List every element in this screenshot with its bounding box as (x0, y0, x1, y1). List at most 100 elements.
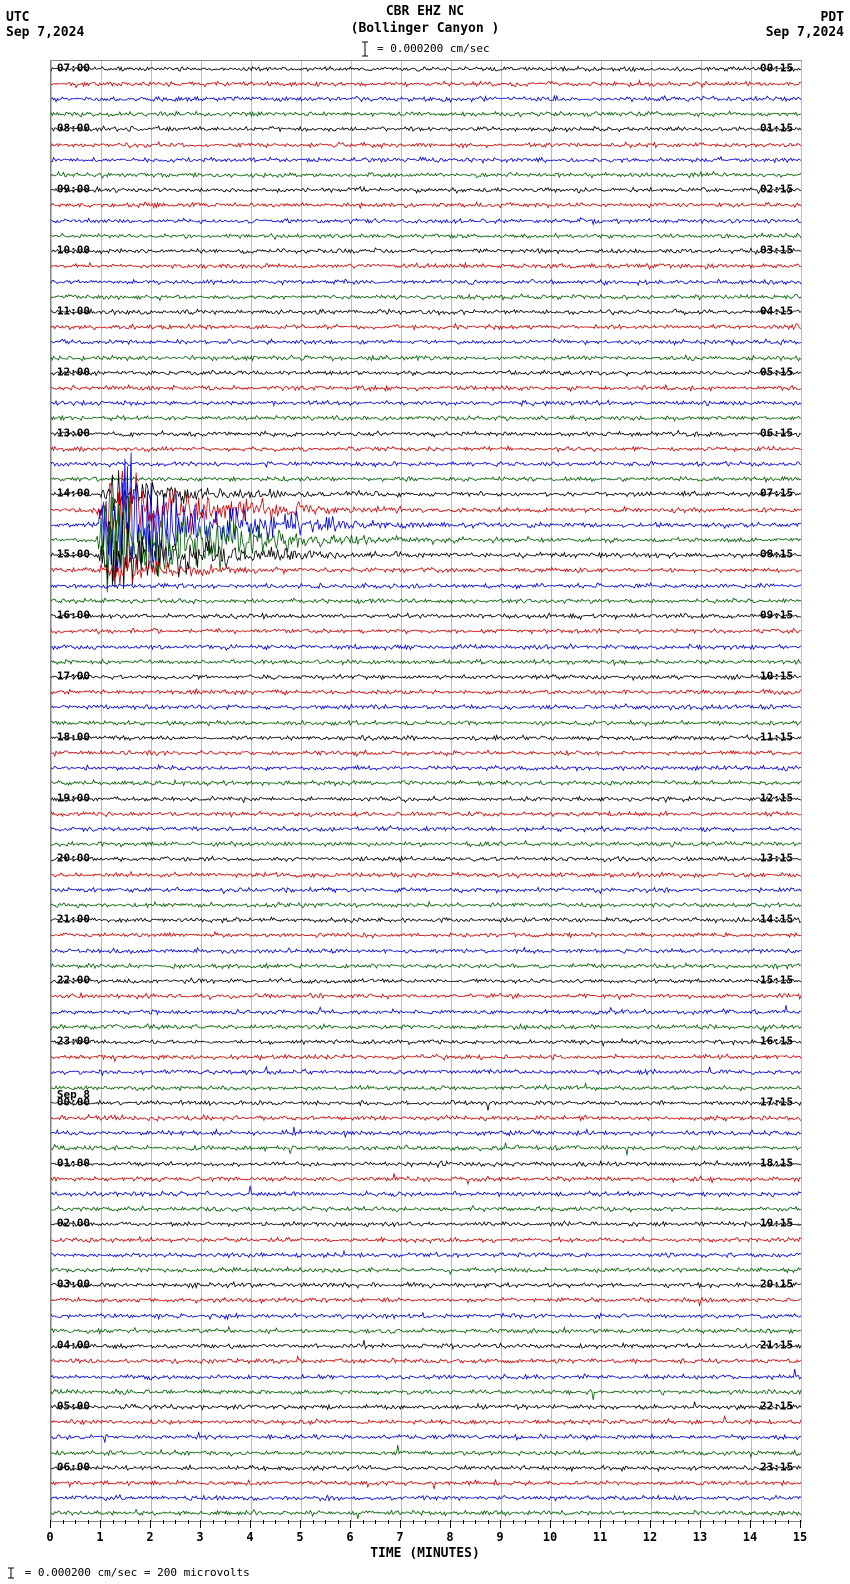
x-tick (550, 1520, 551, 1528)
pdt-time-label: 01:15 (760, 122, 793, 135)
x-tick-label: 1 (96, 1530, 103, 1544)
x-axis-title: TIME (MINUTES) (50, 1546, 800, 1561)
pdt-time-label: 09:15 (760, 609, 793, 622)
utc-time-label: 03:00 (57, 1278, 90, 1291)
x-tick-minor (188, 1520, 189, 1524)
x-tick-minor (325, 1520, 326, 1524)
utc-time-label: 10:00 (57, 244, 90, 257)
utc-time-label: 14:00 (57, 487, 90, 500)
x-tick-minor (575, 1520, 576, 1524)
pdt-time-label: 14:15 (760, 913, 793, 926)
pdt-time-label: 03:15 (760, 244, 793, 257)
x-tick-minor (175, 1520, 176, 1524)
seismic-trace (51, 297, 801, 298)
seismic-trace (51, 1437, 801, 1438)
seismic-trace (51, 586, 801, 587)
utc-time-label: 01:00 (57, 1156, 90, 1169)
seismic-trace (51, 1042, 801, 1043)
x-tick-label: 7 (396, 1530, 403, 1544)
utc-time-label: 21:00 (57, 913, 90, 926)
seismic-trace (51, 905, 801, 906)
gridline (451, 61, 452, 1521)
x-tick-label: 13 (693, 1530, 707, 1544)
pdt-time-label: 05:15 (760, 365, 793, 378)
seismogram-container: UTC Sep 7,2024 PDT Sep 7,2024 CBR EHZ NC… (0, 0, 850, 1584)
seismic-trace (51, 1285, 801, 1286)
x-tick (650, 1520, 651, 1528)
tz-utc: UTC (6, 10, 29, 25)
x-tick-minor (463, 1520, 464, 1524)
x-tick-minor (625, 1520, 626, 1524)
seismic-trace (51, 647, 801, 648)
utc-time-label: 22:00 (57, 974, 90, 987)
seismic-trace (51, 1513, 801, 1514)
seismic-trace (51, 1240, 801, 1241)
utc-time-label: 08:00 (57, 122, 90, 135)
seismic-trace (51, 799, 801, 800)
seismic-trace (51, 205, 801, 206)
x-tick-minor (313, 1520, 314, 1524)
x-tick-minor (213, 1520, 214, 1524)
x-tick (400, 1520, 401, 1528)
seismic-trace (51, 1179, 801, 1180)
x-tick-label: 11 (593, 1530, 607, 1544)
x-tick-label: 0 (46, 1530, 53, 1544)
x-tick (500, 1520, 501, 1528)
seismic-trace (51, 935, 801, 936)
pdt-time-label: 20:15 (760, 1278, 793, 1291)
footer-text: = 0.000200 cm/sec = 200 microvolts (25, 1566, 250, 1579)
x-tick-label: 9 (496, 1530, 503, 1544)
seismic-trace (51, 1468, 801, 1469)
pdt-time-label: 17:15 (760, 1095, 793, 1108)
seismic-trace (51, 859, 801, 860)
seismic-trace (51, 145, 801, 146)
utc-time-label: 09:00 (57, 183, 90, 196)
seismic-trace (51, 510, 801, 511)
day-break-label: Sep 8 (57, 1088, 90, 1101)
x-axis: TIME (MINUTES) 0123456789101112131415 (50, 1520, 800, 1560)
x-tick-minor (675, 1520, 676, 1524)
seismic-trace (51, 692, 801, 693)
title-block: CBR EHZ NC (Bollinger Canyon ) (0, 0, 850, 38)
seismic-trace (51, 981, 801, 982)
seismic-trace (51, 1118, 801, 1119)
pdt-label: PDT Sep 7,2024 (766, 10, 844, 40)
seismic-trace (51, 1255, 801, 1256)
seismic-trace (51, 814, 801, 815)
x-tick-minor (588, 1520, 589, 1524)
utc-time-label: 04:00 (57, 1339, 90, 1352)
x-tick-minor (788, 1520, 789, 1524)
x-tick-minor (125, 1520, 126, 1524)
seismic-trace (51, 753, 801, 754)
x-tick-label: 12 (643, 1530, 657, 1544)
x-tick (800, 1520, 801, 1528)
seismogram-plot (50, 60, 802, 1522)
pdt-time-label: 23:15 (760, 1460, 793, 1473)
x-tick-minor (638, 1520, 639, 1524)
seismic-trace (51, 1331, 801, 1332)
seismic-trace (51, 677, 801, 678)
gridline (501, 61, 502, 1521)
x-tick-label: 8 (446, 1530, 453, 1544)
seismic-trace (51, 1103, 801, 1104)
x-tick-label: 4 (246, 1530, 253, 1544)
pdt-time-label: 06:15 (760, 426, 793, 439)
x-tick (50, 1520, 51, 1528)
x-tick-minor (88, 1520, 89, 1524)
pdt-time-label: 00:15 (760, 61, 793, 74)
seismic-trace (51, 1057, 801, 1058)
seismic-trace (51, 160, 801, 161)
pdt-time-label: 19:15 (760, 1217, 793, 1230)
pdt-time-label: 07:15 (760, 487, 793, 500)
gridline (201, 61, 202, 1521)
x-tick-label: 6 (346, 1530, 353, 1544)
scale-text: = 0.000200 cm/sec (377, 42, 490, 55)
x-tick (300, 1520, 301, 1528)
pdt-time-label: 15:15 (760, 974, 793, 987)
seismic-trace (51, 282, 801, 283)
scale-bar-icon (4, 1566, 18, 1580)
utc-time-label: 05:00 (57, 1399, 90, 1412)
utc-time-label: 13:00 (57, 426, 90, 439)
x-tick-minor (425, 1520, 426, 1524)
seismic-trace (51, 251, 801, 252)
